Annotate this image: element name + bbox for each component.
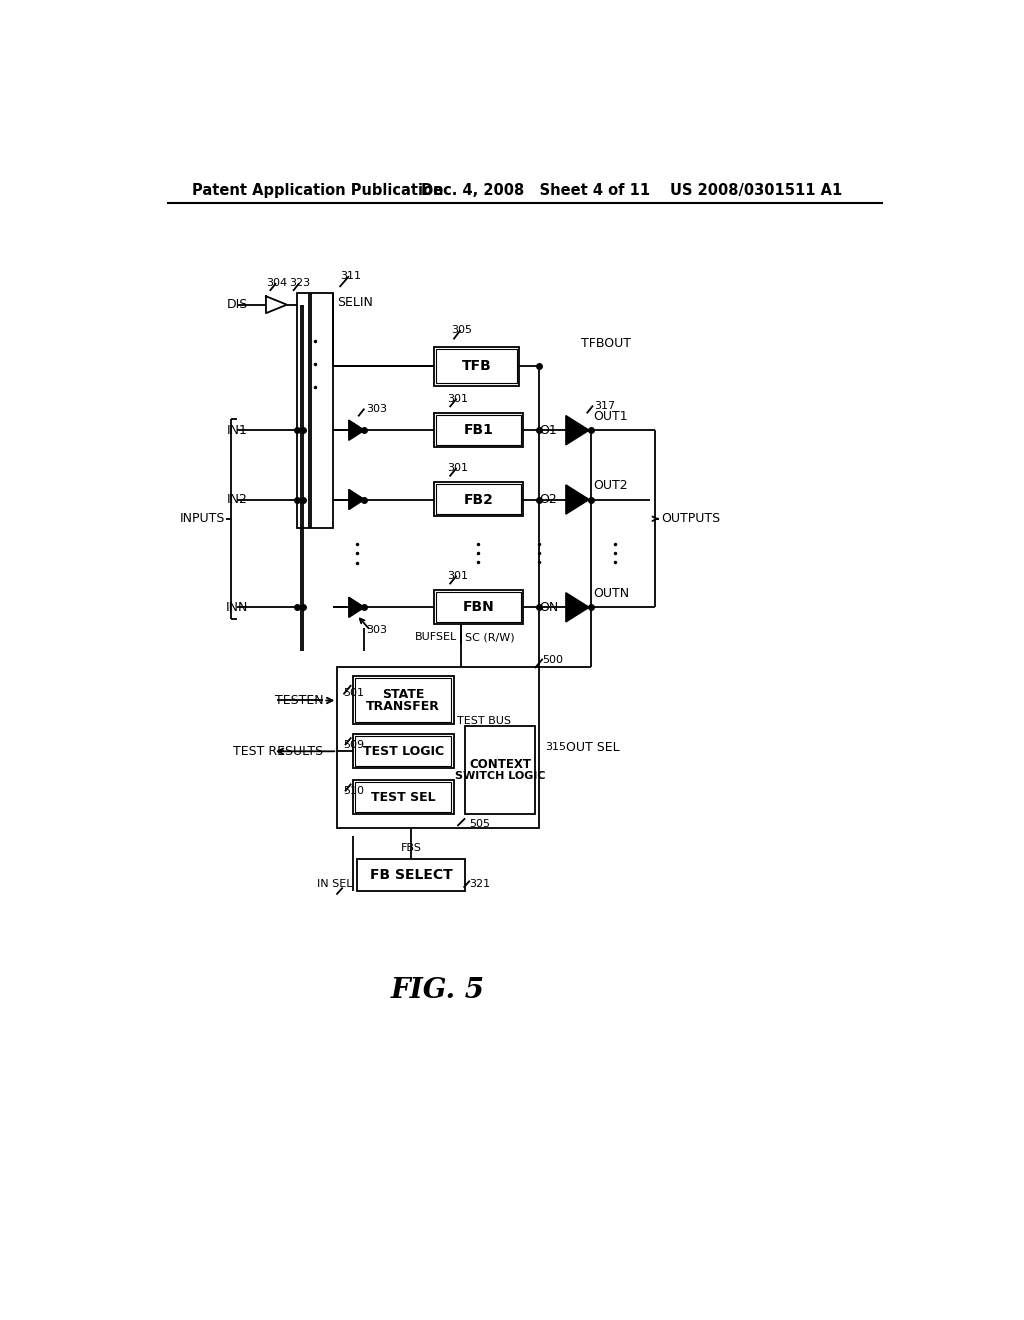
Bar (355, 678, 452, 722)
Bar (434, 482, 523, 516)
Text: IN1: IN1 (227, 424, 248, 437)
Text: 303: 303 (366, 404, 387, 413)
Text: TESTEN: TESTEN (274, 694, 324, 708)
Bar (434, 590, 523, 624)
Text: SELIN: SELIN (337, 296, 373, 309)
Text: CONTEXT: CONTEXT (469, 758, 531, 771)
Text: 509: 509 (343, 741, 365, 750)
Text: INPUTS: INPUTS (179, 512, 225, 525)
Text: 304: 304 (266, 279, 288, 288)
Text: FBN: FBN (463, 601, 495, 614)
Bar (434, 347, 519, 385)
Text: IN2: IN2 (227, 492, 248, 506)
Bar (436, 484, 521, 515)
Text: OUT SEL: OUT SEL (566, 741, 620, 754)
Text: FB SELECT: FB SELECT (370, 869, 453, 882)
Text: BUFSEL: BUFSEL (415, 632, 458, 643)
Bar (337, 667, 539, 829)
Text: DIS: DIS (227, 298, 248, 312)
Text: Dec. 4, 2008   Sheet 4 of 11: Dec. 4, 2008 Sheet 4 of 11 (421, 183, 650, 198)
Text: TEST SEL: TEST SEL (371, 791, 435, 804)
Text: TEST RESULTS: TEST RESULTS (233, 744, 324, 758)
Bar (436, 350, 517, 383)
Text: 323: 323 (289, 279, 310, 288)
Text: FIG. 5: FIG. 5 (391, 977, 485, 1003)
Bar (297, 293, 334, 528)
Text: FBS: FBS (400, 843, 421, 853)
Text: 505: 505 (469, 818, 490, 829)
Bar (352, 676, 454, 725)
Polygon shape (566, 593, 589, 622)
Bar (356, 859, 465, 891)
Text: OUT1: OUT1 (593, 409, 628, 422)
Text: 303: 303 (366, 626, 387, 635)
Text: US 2008/0301511 A1: US 2008/0301511 A1 (671, 183, 843, 198)
Text: 315: 315 (545, 742, 566, 752)
Text: 321: 321 (469, 879, 490, 888)
Bar (352, 734, 454, 768)
Bar (434, 413, 523, 447)
Text: 311: 311 (340, 271, 360, 281)
Polygon shape (566, 484, 589, 515)
Polygon shape (266, 296, 287, 313)
Bar (465, 726, 535, 814)
Text: SWITCH LOGIC: SWITCH LOGIC (455, 771, 545, 781)
Text: TFBOUT: TFBOUT (582, 337, 632, 350)
Polygon shape (349, 490, 365, 510)
Text: INN: INN (225, 601, 248, 614)
Bar (436, 414, 521, 445)
Text: IN SEL: IN SEL (317, 879, 352, 888)
Text: O1: O1 (539, 424, 556, 437)
Bar (355, 781, 452, 812)
Text: OUTPUTS: OUTPUTS (662, 512, 720, 525)
Text: TEST BUS: TEST BUS (458, 717, 511, 726)
Text: 317: 317 (595, 400, 615, 411)
Text: FB2: FB2 (464, 492, 494, 507)
Text: Patent Application Publication: Patent Application Publication (191, 183, 443, 198)
Text: OUTN: OUTN (593, 587, 629, 601)
Text: 301: 301 (446, 570, 468, 581)
Text: TRANSFER: TRANSFER (367, 700, 440, 713)
Text: 301: 301 (446, 463, 468, 473)
Text: OUT2: OUT2 (593, 479, 628, 492)
Text: ON: ON (539, 601, 558, 614)
Polygon shape (566, 416, 589, 445)
Text: TFB: TFB (462, 359, 492, 374)
Polygon shape (349, 420, 365, 441)
Bar (436, 591, 521, 622)
Text: 301: 301 (446, 393, 468, 404)
Text: TEST LOGIC: TEST LOGIC (362, 744, 443, 758)
Text: O2: O2 (539, 492, 556, 506)
Text: STATE: STATE (382, 688, 424, 701)
Text: FB1: FB1 (464, 424, 494, 437)
Text: 501: 501 (343, 688, 365, 698)
Bar (355, 737, 452, 766)
Text: 500: 500 (543, 656, 563, 665)
Polygon shape (349, 598, 365, 618)
Text: 305: 305 (451, 325, 472, 335)
Text: 510: 510 (343, 787, 365, 796)
Text: SC (R/W): SC (R/W) (465, 632, 515, 643)
Bar (352, 780, 454, 814)
